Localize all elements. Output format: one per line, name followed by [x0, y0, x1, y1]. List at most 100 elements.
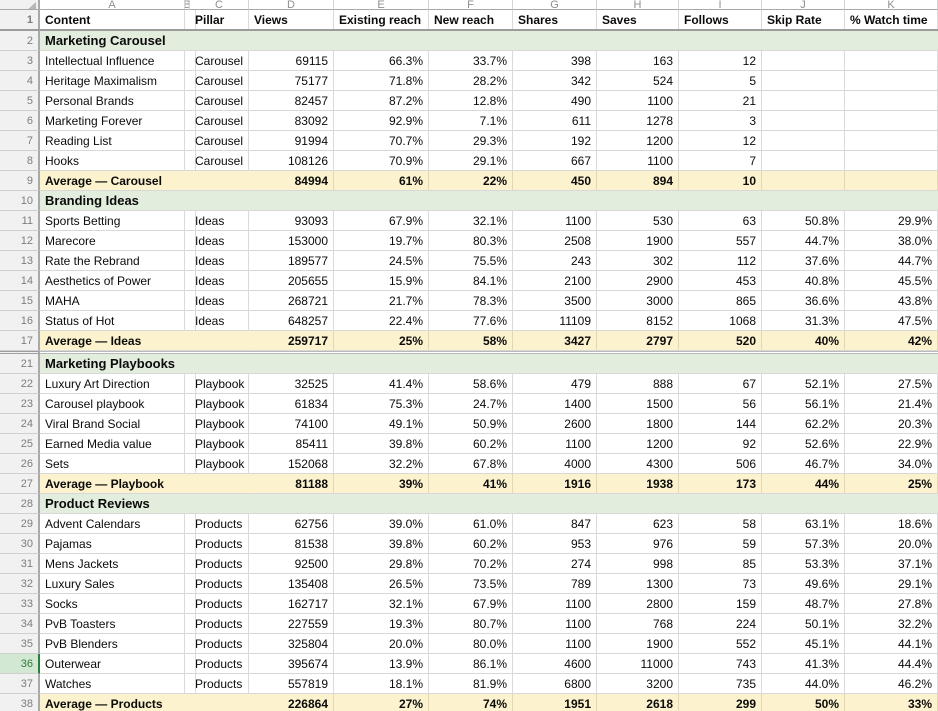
- cell-content[interactable]: Sports Betting: [40, 211, 185, 231]
- cell-new-reach[interactable]: 60.2%: [429, 434, 513, 454]
- column-header[interactable]: % Watch time: [845, 10, 938, 29]
- cell-existing-reach[interactable]: 32.2%: [334, 454, 429, 474]
- cell-views[interactable]: 91994: [249, 131, 334, 151]
- cell-shares[interactable]: 1100: [513, 634, 597, 654]
- cell-skip-rate[interactable]: 50.1%: [762, 614, 845, 634]
- cell-views[interactable]: 648257: [249, 311, 334, 331]
- cell-watch-time[interactable]: 27.5%: [845, 374, 938, 394]
- cell-new-reach[interactable]: 22%: [429, 171, 513, 191]
- cell-content[interactable]: Socks: [40, 594, 185, 614]
- row-number[interactable]: 24: [0, 414, 40, 434]
- cell-follows[interactable]: 173: [679, 474, 762, 494]
- cell-follows[interactable]: 5: [679, 71, 762, 91]
- column-header[interactable]: Pillar: [190, 10, 249, 29]
- cell-skip-rate[interactable]: 52.6%: [762, 434, 845, 454]
- cell-shares[interactable]: 342: [513, 71, 597, 91]
- cell-watch-time[interactable]: [845, 91, 938, 111]
- cell-shares[interactable]: 3500: [513, 291, 597, 311]
- row-number[interactable]: 34: [0, 614, 40, 634]
- cell-new-reach[interactable]: 67.8%: [429, 454, 513, 474]
- cell-skip-rate[interactable]: 31.3%: [762, 311, 845, 331]
- cell-pillar[interactable]: Carousel: [190, 51, 249, 71]
- cell-pillar[interactable]: Products: [190, 674, 249, 694]
- cell-pillar[interactable]: Playbook: [190, 394, 249, 414]
- average-label[interactable]: Average — Products: [40, 694, 249, 711]
- column-letter[interactable]: B: [185, 0, 190, 10]
- cell-watch-time[interactable]: 46.2%: [845, 674, 938, 694]
- cell-shares[interactable]: 667: [513, 151, 597, 171]
- cell-follows[interactable]: 453: [679, 271, 762, 291]
- section-title[interactable]: Product Reviews: [40, 494, 938, 514]
- column-letter[interactable]: I: [679, 0, 762, 10]
- row-number[interactable]: 8: [0, 151, 40, 171]
- cell-follows[interactable]: 85: [679, 554, 762, 574]
- cell-existing-reach[interactable]: 41.4%: [334, 374, 429, 394]
- cell-watch-time[interactable]: [845, 71, 938, 91]
- column-letter[interactable]: H: [597, 0, 679, 10]
- cell-saves[interactable]: 623: [597, 514, 679, 534]
- section-title[interactable]: Branding Ideas: [40, 191, 938, 211]
- cell-new-reach[interactable]: 81.9%: [429, 674, 513, 694]
- cell-shares[interactable]: 192: [513, 131, 597, 151]
- cell-saves[interactable]: 2797: [597, 331, 679, 351]
- cell-views[interactable]: 61834: [249, 394, 334, 414]
- cell-watch-time[interactable]: 32.2%: [845, 614, 938, 634]
- cell-content[interactable]: Intellectual Influence: [40, 51, 185, 71]
- cell-existing-reach[interactable]: 39%: [334, 474, 429, 494]
- cell-shares[interactable]: 1100: [513, 614, 597, 634]
- cell-new-reach[interactable]: 61.0%: [429, 514, 513, 534]
- cell-saves[interactable]: 1100: [597, 91, 679, 111]
- cell-watch-time[interactable]: 47.5%: [845, 311, 938, 331]
- cell-existing-reach[interactable]: 26.5%: [334, 574, 429, 594]
- row-number[interactable]: 10: [0, 191, 40, 211]
- row-number[interactable]: 11: [0, 211, 40, 231]
- cell-pillar[interactable]: Carousel: [190, 131, 249, 151]
- cell-saves[interactable]: 1100: [597, 151, 679, 171]
- column-header[interactable]: Saves: [597, 10, 679, 29]
- cell-saves[interactable]: 1800: [597, 414, 679, 434]
- cell-new-reach[interactable]: 75.5%: [429, 251, 513, 271]
- cell-saves[interactable]: 1900: [597, 231, 679, 251]
- row-number[interactable]: 16: [0, 311, 40, 331]
- cell-follows[interactable]: 7: [679, 151, 762, 171]
- cell-saves[interactable]: 2800: [597, 594, 679, 614]
- cell-shares[interactable]: 1100: [513, 211, 597, 231]
- cell-views[interactable]: 82457: [249, 91, 334, 111]
- cell-pillar[interactable]: Products: [190, 634, 249, 654]
- cell-follows[interactable]: 865: [679, 291, 762, 311]
- cell-pillar[interactable]: Playbook: [190, 434, 249, 454]
- cell-content[interactable]: Carousel playbook: [40, 394, 185, 414]
- cell-pillar[interactable]: Carousel: [190, 71, 249, 91]
- cell-existing-reach[interactable]: 27%: [334, 694, 429, 711]
- cell-content[interactable]: Aesthetics of Power: [40, 271, 185, 291]
- cell-new-reach[interactable]: 58%: [429, 331, 513, 351]
- cell-skip-rate[interactable]: 36.6%: [762, 291, 845, 311]
- cell-views[interactable]: 205655: [249, 271, 334, 291]
- cell-views[interactable]: 189577: [249, 251, 334, 271]
- cell-existing-reach[interactable]: 92.9%: [334, 111, 429, 131]
- cell-skip-rate[interactable]: [762, 51, 845, 71]
- cell-new-reach[interactable]: 80.7%: [429, 614, 513, 634]
- cell-existing-reach[interactable]: 71.8%: [334, 71, 429, 91]
- cell-follows[interactable]: 58: [679, 514, 762, 534]
- cell-skip-rate[interactable]: 62.2%: [762, 414, 845, 434]
- cell-follows[interactable]: 59: [679, 534, 762, 554]
- cell-new-reach[interactable]: 74%: [429, 694, 513, 711]
- cell-new-reach[interactable]: 33.7%: [429, 51, 513, 71]
- cell-saves[interactable]: 1300: [597, 574, 679, 594]
- cell-shares[interactable]: 2508: [513, 231, 597, 251]
- cell-watch-time[interactable]: 27.8%: [845, 594, 938, 614]
- cell-follows[interactable]: 12: [679, 51, 762, 71]
- cell-content[interactable]: PvB Blenders: [40, 634, 185, 654]
- cell-follows[interactable]: 520: [679, 331, 762, 351]
- cell-skip-rate[interactable]: 40.8%: [762, 271, 845, 291]
- cell-content[interactable]: Viral Brand Social: [40, 414, 185, 434]
- cell-new-reach[interactable]: 80.3%: [429, 231, 513, 251]
- cell-views[interactable]: 62756: [249, 514, 334, 534]
- cell-content[interactable]: Sets: [40, 454, 185, 474]
- cell-skip-rate[interactable]: 41.3%: [762, 654, 845, 674]
- cell-watch-time[interactable]: 20.0%: [845, 534, 938, 554]
- cell-views[interactable]: 226864: [249, 694, 334, 711]
- cell-new-reach[interactable]: 24.7%: [429, 394, 513, 414]
- row-number[interactable]: 21: [0, 354, 40, 374]
